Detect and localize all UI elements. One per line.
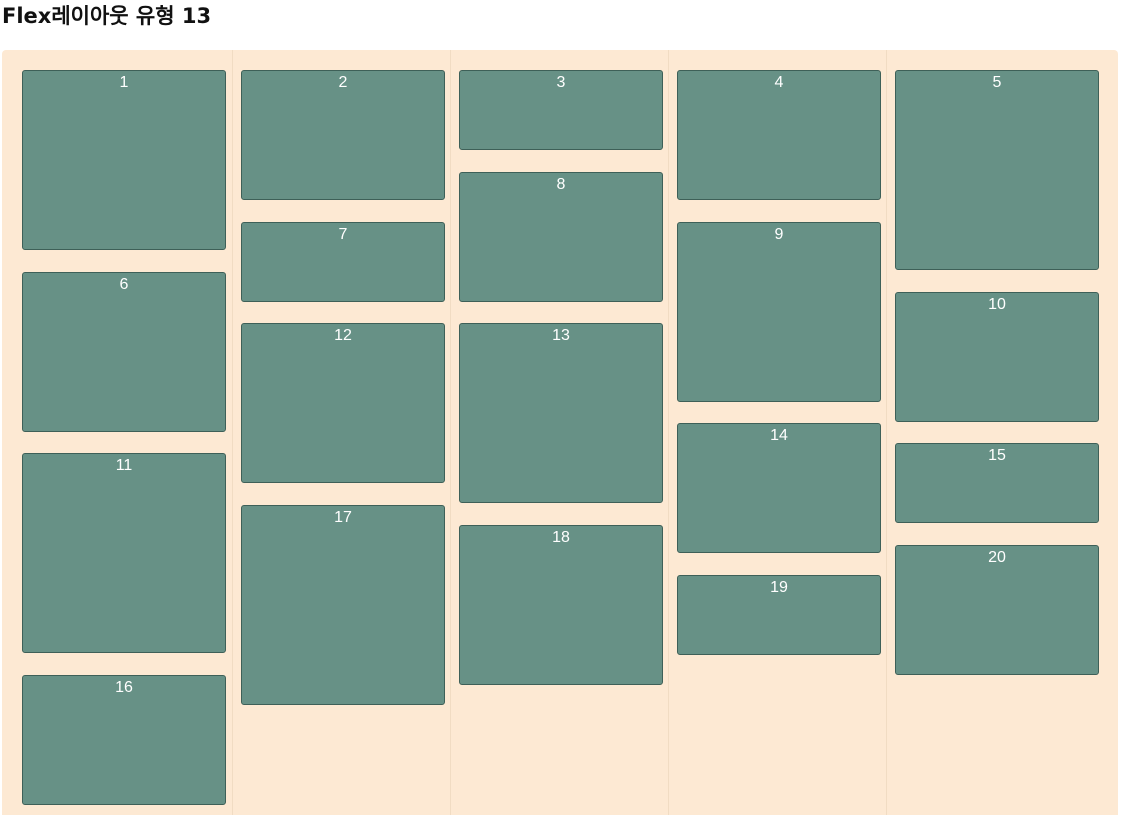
box-18: 18 [459, 525, 663, 685]
box-17: 17 [241, 505, 445, 705]
box-6: 6 [22, 272, 226, 432]
box-20: 20 [895, 545, 1099, 675]
column-1: 1 6 11 16 [2, 50, 226, 815]
box-7: 7 [241, 222, 445, 302]
box-1: 1 [22, 70, 226, 250]
column-5: 5 10 15 20 [886, 50, 1105, 815]
column-3: 3 8 13 18 [450, 50, 669, 815]
box-16: 16 [22, 675, 226, 805]
box-4: 4 [677, 70, 881, 200]
box-19: 19 [677, 575, 881, 655]
page-title: Flex레이아웃 유형 13 [2, 4, 212, 28]
box-10: 10 [895, 292, 1099, 422]
box-12: 12 [241, 323, 445, 483]
flex-container: 1 6 11 16 2 7 12 17 3 8 13 18 4 9 14 19 … [2, 50, 1118, 815]
box-5: 5 [895, 70, 1099, 270]
box-8: 8 [459, 172, 663, 302]
box-3: 3 [459, 70, 663, 150]
box-14: 14 [677, 423, 881, 553]
column-4: 4 9 14 19 [668, 50, 887, 815]
box-9: 9 [677, 222, 881, 402]
box-13: 13 [459, 323, 663, 503]
box-2: 2 [241, 70, 445, 200]
box-11: 11 [22, 453, 226, 653]
column-2: 2 7 12 17 [232, 50, 451, 815]
box-15: 15 [895, 443, 1099, 523]
